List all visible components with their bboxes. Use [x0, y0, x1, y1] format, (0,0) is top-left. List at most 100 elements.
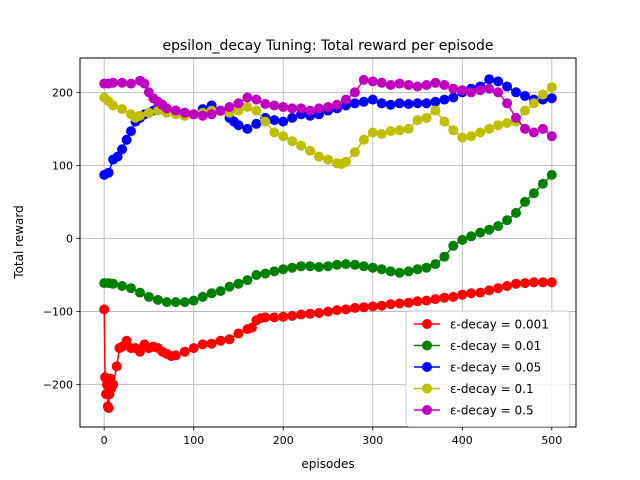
data-point	[260, 99, 271, 109]
data-point	[448, 83, 459, 94]
data-point	[188, 295, 199, 306]
data-point	[332, 259, 342, 270]
legend-label: ε-decay = 0.1	[450, 382, 534, 396]
data-point	[179, 107, 190, 118]
data-point	[439, 292, 450, 303]
data-point	[430, 294, 441, 305]
data-point	[520, 278, 530, 289]
data-point	[111, 361, 122, 372]
data-point	[242, 92, 253, 103]
data-point	[112, 151, 123, 162]
series-0	[99, 277, 557, 413]
data-point	[484, 74, 495, 85]
data-point	[233, 328, 244, 339]
data-point	[224, 334, 235, 345]
data-point	[269, 115, 280, 126]
data-point	[493, 120, 504, 131]
data-point	[421, 80, 432, 90]
data-point	[475, 85, 486, 96]
data-point	[430, 105, 441, 116]
data-point	[448, 240, 459, 251]
data-point	[170, 297, 181, 308]
data-point	[412, 81, 423, 92]
data-point	[502, 98, 513, 109]
data-point	[358, 261, 369, 272]
x-axis-label: episodes	[301, 457, 354, 471]
data-point	[376, 77, 387, 88]
data-point	[546, 169, 557, 180]
legend-label: ε-decay = 0.5	[450, 404, 534, 418]
data-point	[430, 259, 441, 270]
data-point	[484, 224, 495, 235]
data-point	[117, 77, 128, 88]
data-point	[224, 281, 235, 292]
x-tick-label: 500	[541, 434, 562, 447]
data-point	[251, 105, 262, 116]
data-point	[394, 125, 405, 136]
y-tick-label: −200	[43, 379, 73, 392]
data-point	[108, 100, 119, 111]
data-point	[305, 261, 316, 272]
data-point	[448, 92, 459, 103]
data-point	[493, 87, 504, 98]
data-point	[376, 129, 387, 139]
data-point	[197, 291, 208, 302]
data-point	[466, 231, 477, 242]
data-point	[143, 107, 154, 118]
data-point	[314, 103, 324, 114]
data-point	[412, 115, 423, 126]
data-point	[537, 277, 548, 288]
data-point	[466, 87, 477, 98]
legend-marker	[422, 340, 432, 351]
data-point	[376, 264, 387, 275]
legend-label: ε-decay = 0.01	[450, 339, 541, 353]
data-point	[278, 131, 289, 142]
data-point	[126, 126, 136, 137]
data-point	[475, 127, 486, 138]
data-point	[242, 275, 253, 286]
data-point	[251, 270, 262, 280]
data-point	[179, 346, 190, 357]
data-point	[305, 145, 316, 156]
data-point	[502, 215, 513, 226]
data-point	[439, 94, 450, 105]
legend-marker	[422, 405, 432, 415]
data-point	[439, 116, 450, 127]
data-point	[457, 234, 468, 245]
data-point	[269, 127, 280, 138]
data-point	[278, 311, 289, 322]
data-point	[251, 118, 262, 129]
data-point	[421, 295, 432, 306]
data-point	[305, 308, 316, 319]
data-point	[358, 302, 369, 313]
y-tick-label: 100	[52, 159, 73, 172]
data-point	[502, 118, 513, 128]
data-point	[546, 131, 557, 142]
data-point	[511, 207, 521, 218]
data-point	[403, 297, 414, 308]
data-point	[332, 305, 342, 316]
data-point	[126, 283, 136, 294]
data-point	[260, 312, 271, 323]
data-point	[323, 102, 333, 112]
data-point	[421, 98, 432, 109]
data-point	[215, 335, 226, 346]
data-point	[358, 74, 369, 85]
data-point	[305, 105, 316, 116]
data-point	[367, 262, 378, 273]
data-point	[403, 99, 414, 109]
data-point	[170, 350, 181, 361]
data-point	[323, 261, 333, 272]
data-point	[502, 81, 513, 92]
data-point	[367, 301, 378, 312]
data-point	[108, 278, 119, 289]
plot-frame	[79, 57, 577, 428]
data-point	[287, 112, 298, 123]
data-point	[296, 309, 307, 320]
data-point	[502, 281, 513, 291]
x-tick-label: 300	[362, 434, 383, 447]
data-point	[358, 96, 369, 107]
y-tick-label: 200	[52, 86, 73, 99]
data-point	[161, 297, 172, 308]
data-point	[215, 105, 226, 116]
